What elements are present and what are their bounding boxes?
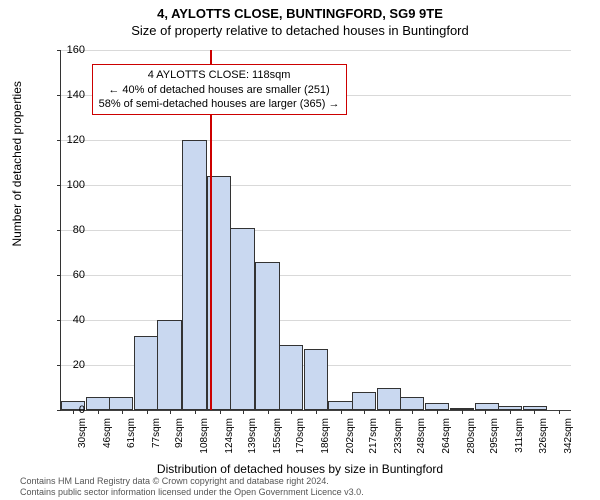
x-tick-label: 170sqm (295, 418, 306, 454)
histogram-bar (86, 397, 110, 411)
y-tick-label: 20 (55, 359, 85, 371)
x-tick-mark (220, 410, 221, 414)
x-tick-label: 202sqm (345, 418, 356, 454)
chart-container: 4, AYLOTTS CLOSE, BUNTINGFORD, SG9 9TE S… (0, 0, 600, 500)
y-tick-label: 160 (55, 44, 85, 56)
chart-title-2: Size of property relative to detached ho… (0, 23, 600, 42)
annotation-line: 4 AYLOTTS CLOSE: 118sqm (99, 68, 340, 82)
x-tick-mark (437, 410, 438, 414)
x-axis-label: Distribution of detached houses by size … (0, 462, 600, 476)
x-tick-label: 295sqm (489, 418, 500, 454)
histogram-bar (523, 406, 547, 411)
footer-line-1: Contains HM Land Registry data © Crown c… (20, 476, 364, 487)
y-tick-label: 120 (55, 134, 85, 146)
x-tick-mark (559, 410, 560, 414)
histogram-bar (109, 397, 133, 411)
x-tick-mark (170, 410, 171, 414)
grid-line (61, 140, 571, 141)
y-tick-label: 40 (55, 314, 85, 326)
x-tick-label: 248sqm (416, 418, 427, 454)
y-tick-label: 100 (55, 179, 85, 191)
y-tick-label: 80 (55, 224, 85, 236)
x-tick-mark (412, 410, 413, 414)
x-tick-mark (462, 410, 463, 414)
x-tick-mark (147, 410, 148, 414)
y-tick-label: 60 (55, 269, 85, 281)
histogram-bar (230, 228, 254, 410)
annotation-line: ← 40% of detached houses are smaller (25… (99, 83, 340, 97)
x-tick-mark (341, 410, 342, 414)
grid-line (61, 275, 571, 276)
annotation-box: 4 AYLOTTS CLOSE: 118sqm← 40% of detached… (92, 64, 347, 115)
y-tick-label: 140 (55, 89, 85, 101)
x-tick-label: 30sqm (77, 418, 88, 448)
histogram-bar (377, 388, 401, 411)
x-tick-label: 217sqm (368, 418, 379, 454)
x-tick-label: 61sqm (126, 418, 137, 448)
x-tick-label: 46sqm (102, 418, 113, 448)
x-tick-mark (268, 410, 269, 414)
histogram-bar (304, 349, 328, 410)
histogram-bar (157, 320, 181, 410)
annotation-line: 58% of semi-detached houses are larger (… (99, 97, 340, 111)
x-tick-label: 342sqm (563, 418, 574, 454)
grid-line (61, 230, 571, 231)
x-tick-label: 264sqm (441, 418, 452, 454)
x-tick-mark (195, 410, 196, 414)
x-tick-label: 311sqm (514, 418, 525, 453)
footer-attribution: Contains HM Land Registry data © Crown c… (20, 476, 364, 498)
histogram-bar (182, 140, 206, 410)
histogram-bar (400, 397, 424, 411)
x-tick-label: 92sqm (174, 418, 185, 448)
x-tick-mark (122, 410, 123, 414)
plot-area: 30sqm46sqm61sqm77sqm92sqm108sqm124sqm139… (60, 50, 571, 411)
x-tick-mark (364, 410, 365, 414)
histogram-bar (279, 345, 303, 410)
grid-line (61, 185, 571, 186)
x-tick-mark (98, 410, 99, 414)
x-tick-label: 124sqm (224, 418, 235, 454)
x-tick-label: 186sqm (320, 418, 331, 454)
x-tick-mark (510, 410, 511, 414)
x-tick-label: 139sqm (247, 418, 258, 454)
x-tick-mark (534, 410, 535, 414)
x-tick-mark (316, 410, 317, 414)
chart-title-1: 4, AYLOTTS CLOSE, BUNTINGFORD, SG9 9TE (0, 0, 600, 23)
footer-line-2: Contains public sector information licen… (20, 487, 364, 498)
grid-line (61, 50, 571, 51)
histogram-bar (352, 392, 376, 410)
histogram-bar (255, 262, 279, 411)
x-tick-label: 108sqm (199, 418, 210, 454)
histogram-bar (425, 403, 449, 410)
x-tick-mark (389, 410, 390, 414)
y-axis-label: Number of detached properties (10, 81, 24, 246)
histogram-bar (134, 336, 158, 410)
histogram-bar (475, 403, 499, 410)
x-tick-label: 326sqm (538, 418, 549, 454)
x-tick-label: 280sqm (466, 418, 477, 454)
x-tick-label: 233sqm (393, 418, 404, 454)
grid-line (61, 320, 571, 321)
x-tick-mark (485, 410, 486, 414)
x-tick-mark (291, 410, 292, 414)
y-tick-label: 0 (55, 404, 85, 416)
histogram-bar (328, 401, 352, 410)
x-tick-label: 77sqm (151, 418, 162, 448)
x-tick-label: 155sqm (272, 418, 283, 454)
x-tick-mark (243, 410, 244, 414)
